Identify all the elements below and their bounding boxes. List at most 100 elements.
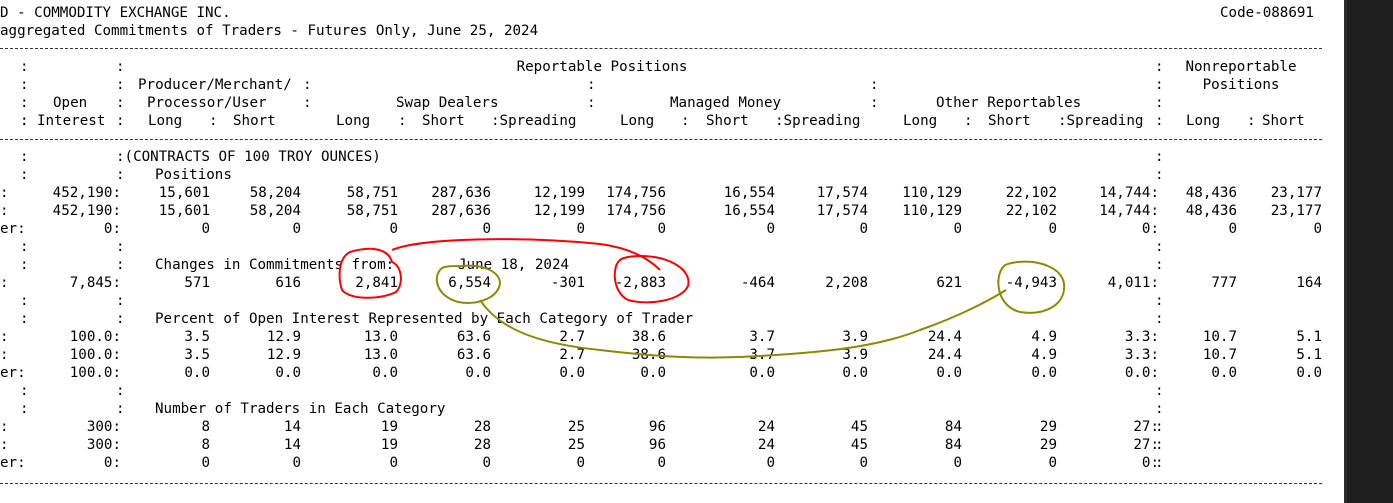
cell-pos-other: 0	[859, 221, 868, 237]
header-long: Long	[336, 113, 371, 129]
cell-chg: -464	[740, 275, 775, 291]
cell-pct-old: 10.7	[1202, 347, 1237, 363]
row-label: :	[0, 329, 9, 345]
cell-chg: 616	[275, 275, 301, 291]
cell-pct-old: 3.3:	[1124, 347, 1159, 363]
cell-chg: 6,554	[448, 275, 491, 291]
cell-trd-other: 0	[953, 455, 962, 471]
header-colon: :	[870, 95, 879, 111]
cell-chg: 4,011:	[1107, 275, 1159, 291]
cell-pos-other: 0	[953, 221, 962, 237]
cell-pct-all: 12.9	[266, 329, 301, 345]
red-circle-managed-long	[613, 254, 690, 304]
header-colon: :	[587, 95, 596, 111]
section-percent: Percent of Open Interest Represented by …	[155, 311, 694, 327]
cell-chg: 164	[1296, 275, 1322, 291]
header-colon: :	[20, 113, 29, 129]
header-producer: Producer/Merchant/	[138, 77, 292, 93]
header-colon: :	[20, 113, 29, 129]
cell-pos-old: 174,756	[606, 203, 666, 219]
cell-pct-all: 100.0:	[69, 329, 121, 345]
cell-pos-old: 452,190:	[52, 203, 121, 219]
left-colon: :	[116, 239, 125, 255]
cell-pos-all: 22,102	[1005, 185, 1057, 201]
header-colon: :	[587, 77, 596, 93]
cell-pct-other: 0.0	[1296, 365, 1322, 381]
cell-pct-other: 0.0	[842, 365, 868, 381]
cell-trd-all: 28	[473, 419, 491, 435]
cell-pct-old: 3.5	[184, 347, 210, 363]
cell-trd-all: 84	[944, 419, 962, 435]
header-colon: :	[116, 113, 125, 129]
cell-pos-old: 14,744:	[1099, 203, 1159, 219]
header-spreading: :Spreading	[775, 113, 861, 129]
header-colon: :	[116, 95, 125, 111]
cell-pos-old: 287,636	[431, 203, 491, 219]
cell-chg: 571	[184, 275, 210, 291]
red-arc-connector	[391, 238, 661, 271]
scrollbar-track[interactable]	[1344, 0, 1347, 503]
cell-pos-other: 0	[1048, 221, 1057, 237]
cell-pct-all: 10.7	[1202, 329, 1237, 345]
header-other-reportables: Other Reportables	[936, 95, 1082, 111]
cell-pos-all: 14,744:	[1099, 185, 1159, 201]
cell-trd-all: 24	[757, 419, 775, 435]
cell-pos-all: 12,199	[533, 185, 585, 201]
cell-chg: -2,883	[614, 275, 666, 291]
cell-pos-old: 23,177	[1270, 203, 1322, 219]
right-colon: :	[1155, 149, 1164, 165]
header-colon: :	[116, 59, 125, 75]
cell-pos-all: 58,751	[346, 185, 398, 201]
cell-pos-other: 0	[766, 221, 775, 237]
cell-trd-all: 96	[648, 419, 666, 435]
cell-pos-other: 0	[389, 221, 398, 237]
cell-pos-all: 287,636	[431, 185, 491, 201]
row-label: :	[0, 419, 9, 435]
header-short: Short	[233, 113, 276, 129]
cell-pos-old: 12,199	[533, 203, 585, 219]
cell-pct-other: 0.0	[559, 365, 585, 381]
cell-pos-all: 110,129	[902, 185, 962, 201]
header-colon: :	[681, 113, 690, 129]
cell-pos-all: 452,190:	[52, 185, 121, 201]
header-processor: Processor/User	[147, 95, 267, 111]
cell-trd-other: 0:	[1141, 455, 1159, 471]
cell-pct-other: 0.0	[465, 365, 491, 381]
cell-trd-old: 24	[757, 437, 775, 453]
cell-pct-old: 12.9	[266, 347, 301, 363]
left-colon: :	[20, 239, 29, 255]
separator-header	[0, 139, 1322, 140]
separator-bottom	[0, 483, 1322, 484]
right-colon: :	[1155, 383, 1164, 399]
header-colon: :	[870, 77, 879, 93]
header-reportable-positions: Reportable Positions	[516, 59, 688, 75]
cell-trd-all: 45	[850, 419, 868, 435]
cell-trd-other: 0	[859, 455, 868, 471]
cell-pct-other: 0.0:	[1124, 365, 1159, 381]
cell-pct-other: 0.0	[275, 365, 301, 381]
cell-pos-old: 58,204	[249, 203, 301, 219]
header-colon: :	[20, 59, 29, 75]
olive-circle-other-short	[997, 260, 1066, 314]
cell-pos-old: 22,102	[1005, 203, 1057, 219]
section-contracts: :(CONTRACTS OF 100 TROY OUNCES)	[116, 149, 381, 165]
cell-pos-old: 58,751	[346, 203, 398, 219]
cell-chg: -4,943	[1005, 275, 1057, 291]
cell-trd-old: 28	[473, 437, 491, 453]
cell-trd-other: 0	[766, 455, 775, 471]
right-colon: :	[1155, 311, 1164, 327]
cell-pct-all: 3.3:	[1124, 329, 1159, 345]
cell-trd-all: 19	[380, 419, 398, 435]
red-circle-swap-long	[338, 247, 402, 299]
cell-trd-old: 29	[1039, 437, 1057, 453]
cell-pct-all: 63.6	[456, 329, 491, 345]
cell-pos-other: 0:	[1141, 221, 1159, 237]
cell-pct-old: 63.6	[456, 347, 491, 363]
header-colon: :	[1155, 95, 1164, 111]
cell-pos-other: 0	[576, 221, 585, 237]
right-colon: :	[1155, 293, 1164, 309]
cell-pct-all: 5.1	[1296, 329, 1322, 345]
header-long: Long	[148, 113, 183, 129]
window-scrollbar[interactable]	[1344, 0, 1393, 503]
cell-trd-old: 14	[283, 437, 301, 453]
